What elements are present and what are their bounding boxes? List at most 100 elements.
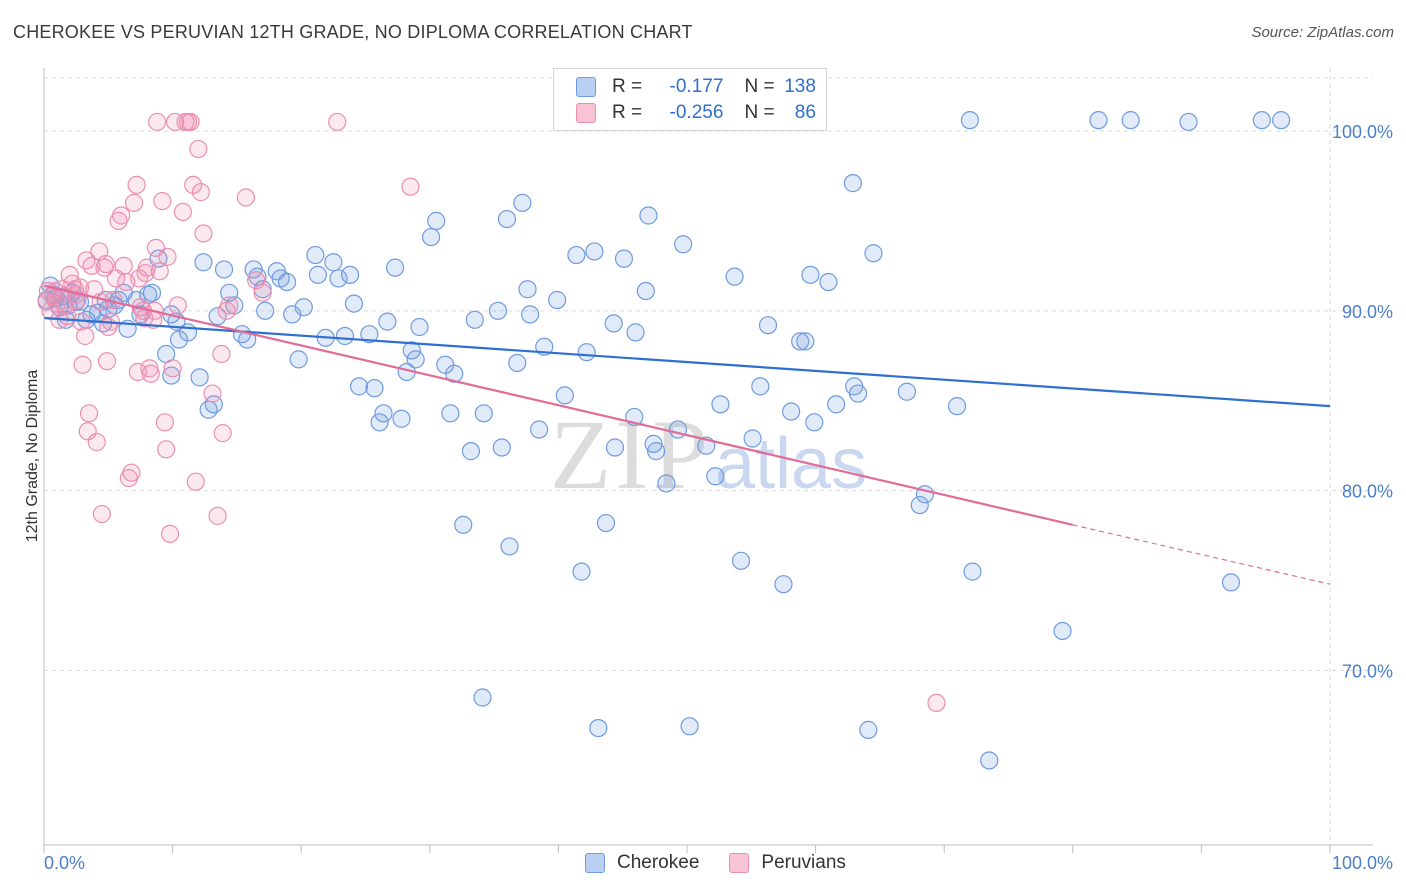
peruvian-point [166, 112, 185, 132]
cherokee-point [572, 562, 591, 581]
legend-swatch-peruvians [576, 103, 596, 123]
peruvian-point [253, 283, 272, 302]
cherokee-point [801, 265, 820, 284]
peruvian-point [927, 693, 946, 713]
cherokee-point [589, 718, 608, 738]
peruvian-trend-line [43, 284, 1074, 526]
peruvian-point [150, 262, 169, 281]
cherokee-point [674, 235, 693, 254]
peruvian-point [163, 359, 182, 378]
cherokee-point [758, 316, 778, 335]
cherokee-point [340, 265, 360, 284]
peruvian-point [236, 188, 256, 207]
peruvian-point [124, 193, 144, 212]
cherokee-point [392, 409, 411, 428]
peruvian-point [168, 296, 187, 315]
cherokee-point [530, 420, 549, 439]
peruvian-point [92, 504, 111, 524]
peruvian-point [127, 175, 146, 195]
cherokee-point [910, 495, 929, 515]
legend-n-label: N = [744, 76, 775, 97]
cherokee-point [500, 537, 519, 556]
cherokee-point [1221, 573, 1241, 592]
peruvian-point [87, 433, 106, 452]
legend-row-peruvians: R = -0.256 N = 86 [576, 100, 816, 126]
cherokee-point [208, 307, 227, 326]
peruvian-point [141, 364, 160, 383]
cherokee-point [454, 515, 473, 534]
x-tick-label-min: 0.0% [44, 853, 85, 873]
axes-layer: 100.0% 90.0% 80.0% 70.0% 0.0% 100.0% [43, 68, 1393, 873]
cherokee-point [604, 314, 623, 333]
peruvian-point [122, 463, 141, 482]
peruvian-point [96, 254, 115, 274]
y-axis-label: 12th Grade, No Diploma [24, 370, 41, 543]
y-tick-label: 100.0% [1332, 122, 1393, 142]
cherokee-point [647, 442, 666, 461]
cherokee-point [614, 249, 634, 268]
cherokee-point [791, 332, 810, 351]
cherokee-point [1272, 111, 1291, 130]
cherokee-point [1179, 112, 1198, 132]
cherokee-point [1089, 111, 1108, 130]
cherokee-point [731, 551, 751, 570]
cherokee-point [657, 474, 676, 493]
x-tick-label-max: 100.0% [1332, 853, 1393, 873]
peruvian-point [401, 177, 420, 196]
cherokee-point [743, 429, 762, 448]
peruvian-point [213, 424, 232, 443]
cherokee-point [349, 377, 369, 396]
peruvian-point [186, 472, 205, 491]
cherokee-point [1053, 621, 1072, 641]
y-tick-label: 80.0% [1342, 482, 1393, 502]
watermark-zip: ZIP [550, 399, 712, 510]
peruvian-point [184, 175, 203, 195]
series-swatch-cherokee [585, 853, 605, 873]
peruvian-point [189, 139, 208, 159]
cherokee-point [711, 395, 730, 414]
legend-n-value-peruvians: 86 [794, 102, 816, 123]
cherokee-point [548, 290, 567, 310]
cherokee-point [465, 310, 484, 329]
cherokee-point [492, 438, 511, 457]
peruvian-point [77, 251, 96, 270]
cherokee-point [963, 562, 982, 581]
cherokee-point [680, 717, 699, 736]
cherokee-point [190, 368, 209, 387]
cherokee-point [848, 384, 868, 403]
cherokee-point [980, 751, 999, 770]
cherokee-point [370, 413, 389, 432]
cherokee-point [441, 404, 460, 423]
cherokee-point [289, 350, 308, 369]
points-layer [37, 111, 1291, 770]
peruvian-point [194, 224, 213, 243]
cherokee-point [344, 294, 364, 313]
peruvian-point [160, 524, 180, 543]
cherokee-point [421, 227, 441, 247]
cherokee-point [214, 260, 234, 279]
stats-legend: R = -0.177 N = 138 R = -0.256 N = 86 [553, 68, 827, 131]
peruvian-point [157, 440, 176, 459]
cherokee-point [335, 326, 355, 346]
cherokee-point [644, 434, 663, 454]
cherokee-point [194, 253, 213, 272]
series-legend-cherokee[interactable]: Cherokee [585, 852, 699, 874]
cherokee-point [805, 413, 824, 432]
cherokee-point [555, 386, 574, 405]
peruvian-point [155, 413, 174, 432]
legend-swatch-cherokee [576, 77, 596, 97]
peruvian-point [158, 247, 177, 266]
watermark-atlas: atlas [715, 424, 867, 504]
series-legend-peruvians[interactable]: Peruvians [729, 852, 846, 874]
legend-r-label: R = [612, 102, 643, 123]
legend-n-value-cherokee: 138 [784, 76, 816, 97]
cherokee-point [864, 244, 883, 263]
cherokee-point [474, 404, 493, 423]
cherokee-point [508, 353, 527, 373]
cherokee-point [162, 366, 181, 385]
cherokee-point [521, 305, 540, 324]
cherokee-point [518, 280, 537, 299]
cherokee-point [306, 245, 325, 265]
y-tick-label: 70.0% [1342, 662, 1393, 682]
peruvian-point [173, 202, 192, 221]
